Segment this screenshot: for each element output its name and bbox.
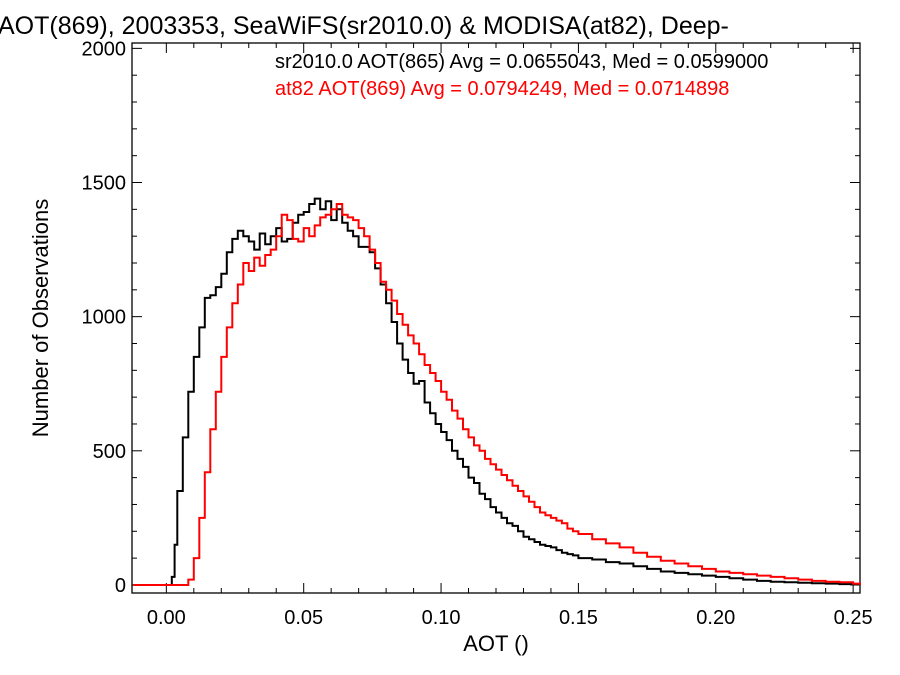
- y-axis-ticks: 0 500 1000 1500 2000: [82, 38, 860, 597]
- x-axis-ticks: 0.00 0.05 0.10 0.15 0.20 0.25: [147, 43, 873, 629]
- x-tick-label: 0.25: [834, 607, 873, 629]
- y-tick-label: 1500: [82, 173, 127, 195]
- x-axis-title: AOT (): [463, 631, 529, 656]
- y-tick-label: 0: [115, 575, 126, 597]
- x-tick-label: 0.10: [422, 607, 461, 629]
- chart-title: AOT(869), 2003353, SeaWiFS(sr2010.0) & M…: [0, 12, 729, 40]
- y-tick-label: 500: [93, 441, 126, 463]
- series-at82-line: [133, 203, 861, 586]
- series-layer: [133, 197, 861, 586]
- legend-entry-black: sr2010.0 AOT(865) Avg = 0.0655043, Med =…: [275, 51, 768, 73]
- y-axis-title: Number of Observations: [28, 199, 53, 437]
- y-tick-label: 2000: [82, 38, 127, 60]
- x-tick-label: 0.05: [284, 607, 323, 629]
- x-tick-label: 0.20: [696, 607, 735, 629]
- legend-entry-red: at82 AOT(869) Avg = 0.0794249, Med = 0.0…: [275, 78, 729, 100]
- x-tick-label: 0.15: [559, 607, 598, 629]
- x-tick-label: 0.00: [147, 607, 186, 629]
- series-sr2010-line: [133, 197, 861, 586]
- y-tick-label: 1000: [82, 307, 127, 329]
